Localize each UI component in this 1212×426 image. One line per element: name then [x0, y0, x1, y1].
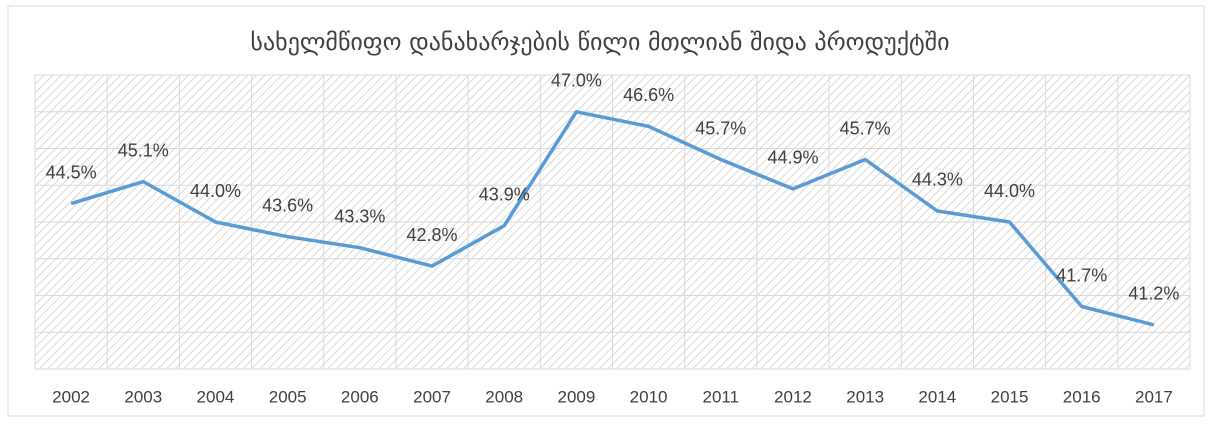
data-label: 41.7%	[1056, 265, 1107, 285]
x-tick-label: 2009	[557, 387, 595, 406]
data-label: 45.7%	[695, 118, 746, 138]
data-label: 42.8%	[407, 225, 458, 245]
x-tick-label: 2012	[774, 387, 812, 406]
data-label: 44.3%	[912, 170, 963, 190]
x-tick-label: 2014	[918, 387, 956, 406]
x-tick-label: 2011	[703, 387, 740, 406]
x-tick-label: 2004	[197, 387, 235, 406]
x-tick-label: 2013	[846, 387, 884, 406]
data-label: 47.0%	[551, 71, 602, 91]
data-label: 45.1%	[118, 140, 169, 160]
data-label: 46.6%	[623, 85, 674, 105]
x-tick-label: 2003	[124, 387, 162, 406]
data-label: 44.0%	[190, 181, 241, 201]
data-label: 43.9%	[479, 184, 530, 204]
data-label: 43.3%	[334, 206, 385, 226]
data-label: 43.6%	[262, 195, 313, 215]
x-tick-label: 2016	[1063, 387, 1101, 406]
x-tick-label: 2015	[991, 387, 1029, 406]
x-tick-label: 2010	[630, 387, 668, 406]
data-label: 44.9%	[767, 148, 818, 168]
x-tick-label: 2017	[1135, 387, 1173, 406]
data-line	[70, 110, 1155, 327]
data-label: 44.5%	[46, 162, 97, 182]
x-tick-label: 2007	[413, 387, 451, 406]
x-tick-label: 2008	[485, 387, 523, 406]
data-label: 41.2%	[1128, 284, 1179, 304]
x-tick-label: 2006	[341, 387, 379, 406]
data-label: 45.7%	[840, 118, 891, 138]
chart-title: სახელმწიფო დანახარჯების წილი მთლიან შიდა…	[250, 28, 949, 56]
x-tick-label: 2005	[269, 387, 307, 406]
x-tick-label: 2002	[52, 387, 90, 406]
data-label: 44.0%	[984, 181, 1035, 201]
